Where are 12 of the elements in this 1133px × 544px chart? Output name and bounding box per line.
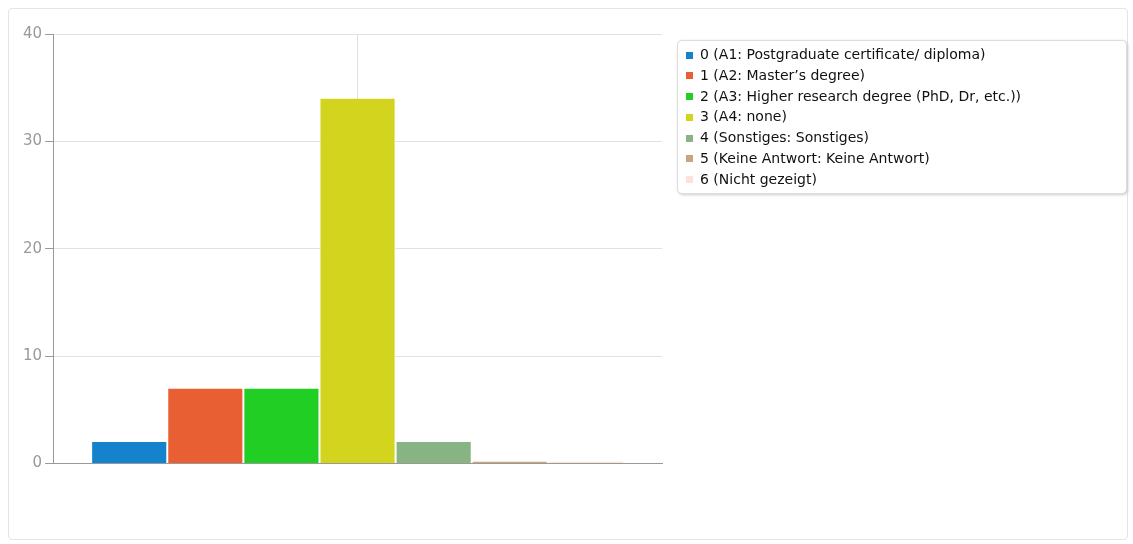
- y-tick-label: 30: [22, 131, 43, 150]
- y-tick-label: 20: [22, 238, 43, 257]
- legend-label: 1 (A2: Master’s degree): [699, 65, 866, 85]
- legend-label: 2 (A3: Higher research degree (PhD, Dr, etc.)): [699, 86, 1023, 106]
- y-tick-label: 0: [32, 453, 43, 472]
- y-tick-label: 10: [22, 346, 43, 365]
- legend-label: 3 (A4: none): [699, 107, 788, 127]
- legend-label: 5 (Keine Antwort: Keine Antwort): [699, 149, 931, 168]
- legend-label: 4 (Sonstiges: Sonstiges): [699, 128, 871, 148]
- legend-label: 0 (A1: Postgraduate certificate/ diploma): [699, 45, 987, 64]
- y-tick-label: 40: [22, 23, 43, 42]
- legend-label: 6 (Nicht gezeigt): [699, 169, 818, 189]
